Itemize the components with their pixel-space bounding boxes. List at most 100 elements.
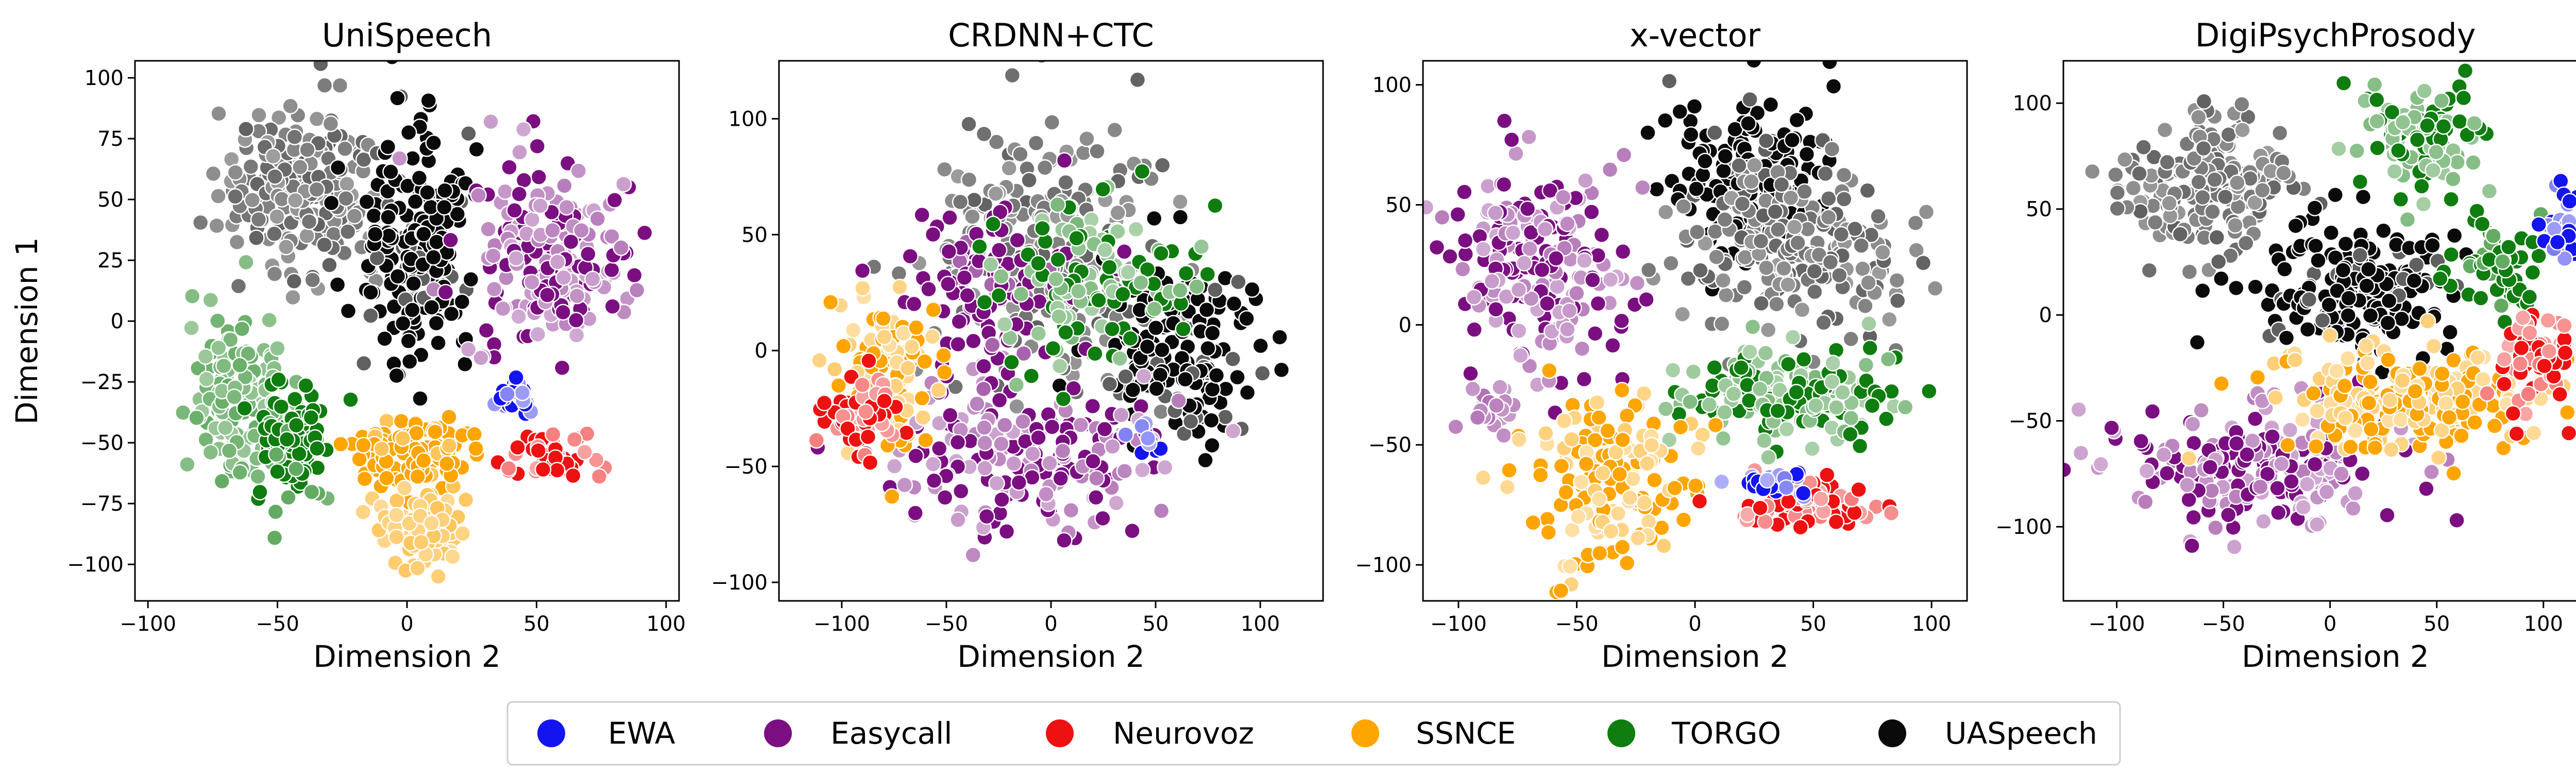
point-torgo — [231, 357, 248, 374]
point-torgo — [2335, 75, 2352, 92]
point-torgo — [1857, 357, 1875, 374]
point-neurovoz — [2540, 343, 2557, 360]
point-uaspeech — [1660, 73, 1678, 90]
point-torgo — [231, 464, 249, 481]
point-neurovoz — [1757, 513, 1774, 530]
point-easycall — [2281, 422, 2299, 439]
y-tick-label: 0 — [111, 310, 124, 333]
point-uaspeech — [389, 268, 406, 285]
point-torgo — [1023, 367, 1040, 384]
point-torgo — [1760, 449, 1777, 466]
point-uaspeech — [2314, 312, 2331, 329]
point-easycall — [549, 254, 566, 271]
point-uaspeech — [1784, 131, 1801, 149]
point-uaspeech — [952, 193, 969, 211]
point-ssnce — [1540, 362, 1558, 379]
point-uaspeech — [400, 332, 417, 350]
point-uaspeech — [449, 206, 466, 223]
point-torgo — [297, 377, 314, 394]
point-uaspeech — [436, 198, 453, 216]
point-uaspeech — [2254, 182, 2271, 199]
point-ssnce — [1618, 554, 1636, 572]
point-uaspeech — [268, 208, 285, 225]
point-uaspeech — [2354, 188, 2372, 206]
point-neurovoz — [549, 462, 566, 479]
point-easycall — [523, 274, 540, 291]
point-easycall — [1614, 243, 1632, 260]
point-torgo — [1177, 265, 1195, 282]
point-ssnce — [2305, 385, 2322, 402]
point-torgo — [1030, 255, 1047, 272]
legend-label-ewa: EWA — [608, 716, 675, 751]
point-easycall — [854, 262, 871, 279]
point-torgo — [287, 460, 304, 478]
legend-frame — [506, 701, 2121, 766]
point-uaspeech — [2446, 227, 2463, 244]
point-uaspeech — [960, 115, 977, 133]
point-uaspeech — [2172, 226, 2189, 243]
scatter-points — [175, 61, 653, 585]
point-ssnce — [2469, 349, 2486, 366]
point-torgo — [996, 316, 1013, 333]
point-ssnce — [467, 440, 484, 457]
point-easycall — [988, 475, 1005, 492]
point-torgo — [2419, 117, 2436, 135]
point-torgo — [1823, 373, 1841, 391]
point-ssnce — [444, 548, 461, 565]
y-tick-label: −100 — [67, 553, 124, 577]
y-tick-label: 50 — [741, 223, 768, 247]
point-uaspeech — [300, 213, 318, 230]
point-easycall — [2144, 403, 2161, 420]
point-ssnce — [1562, 558, 1579, 575]
point-uaspeech — [388, 367, 405, 384]
point-uaspeech — [1117, 368, 1134, 385]
point-easycall — [497, 183, 514, 200]
point-ssnce — [1553, 458, 1570, 475]
point-uaspeech — [2276, 261, 2293, 278]
point-uaspeech — [1663, 255, 1680, 272]
point-ssnce — [457, 491, 474, 509]
point-torgo — [1664, 362, 1682, 379]
point-neurovoz — [509, 439, 526, 456]
point-torgo — [1153, 245, 1170, 262]
point-easycall — [584, 271, 601, 288]
legend: EWA Easycall Neurovoz SSNCE TORGO UASpee… — [506, 701, 2121, 766]
point-easycall — [1096, 421, 1113, 438]
point-uaspeech — [1109, 204, 1126, 222]
point-uaspeech — [2246, 194, 2263, 211]
point-easycall — [1496, 112, 1513, 129]
point-uaspeech — [1692, 262, 1709, 279]
point-uaspeech — [2234, 121, 2251, 139]
point-uaspeech — [312, 61, 329, 73]
point-easycall — [1487, 205, 1504, 222]
x-tick-label: 100 — [647, 612, 686, 636]
point-easycall — [501, 159, 518, 176]
point-torgo — [2409, 131, 2426, 148]
point-uaspeech — [1021, 172, 1038, 189]
point-ewa — [2530, 216, 2547, 233]
point-easycall — [606, 192, 623, 209]
point-torgo — [2416, 82, 2433, 99]
point-easycall — [959, 287, 976, 304]
point-torgo — [221, 442, 238, 459]
point-uaspeech — [1145, 210, 1163, 227]
point-uaspeech — [419, 184, 436, 201]
point-uaspeech — [1697, 153, 1714, 170]
point-torgo — [1828, 399, 1845, 416]
point-uaspeech — [1914, 254, 1932, 272]
point-ssnce — [1532, 466, 1549, 484]
x-tick-label: −50 — [1555, 612, 1598, 636]
point-easycall — [529, 138, 546, 155]
point-uaspeech — [1129, 71, 1146, 89]
point-easycall — [1462, 365, 1479, 382]
point-uaspeech — [238, 121, 255, 138]
point-uaspeech — [1012, 145, 1029, 163]
point-easycall — [1469, 409, 1486, 426]
point-torgo — [287, 417, 305, 434]
point-uaspeech — [210, 105, 227, 122]
point-uaspeech — [346, 208, 363, 225]
scatter-points — [2063, 62, 2576, 556]
point-easycall — [984, 336, 1001, 354]
point-torgo — [1047, 271, 1064, 288]
point-uaspeech — [244, 191, 261, 209]
